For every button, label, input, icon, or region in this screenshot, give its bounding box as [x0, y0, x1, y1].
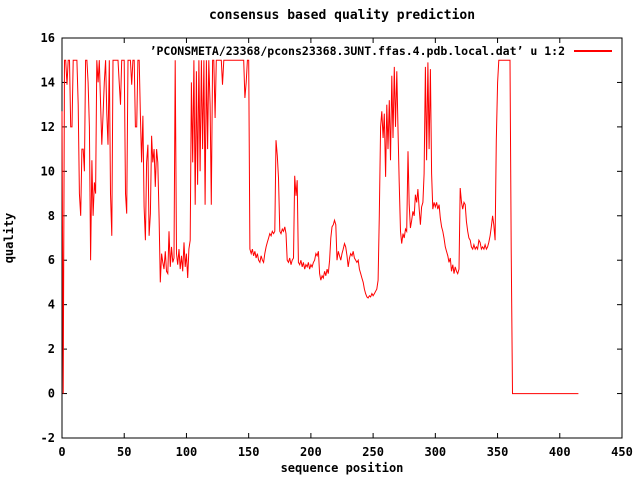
chart-title: consensus based quality prediction [208, 8, 476, 23]
y-tick-label: 14 [41, 75, 55, 89]
y-tick-label: 12 [41, 120, 55, 134]
legend-label: ’PCONSMETA/23368/pcons23368.3UNT.ffas.4.… [149, 44, 565, 58]
x-tick-label: 150 [238, 445, 260, 459]
plot-border [61, 37, 623, 439]
axis-tick-labels: 0 50 100 150 200 250 300 350 400 450-202468101214… [41, 31, 633, 459]
y-tick-label: 8 [48, 209, 55, 223]
x-tick-label: 400 [549, 445, 571, 459]
x-tick-label: 450 [611, 445, 633, 459]
y-tick-label: -2 [41, 431, 55, 445]
x-tick-label: 100 [176, 445, 198, 459]
x-tick-label: 250 [362, 445, 384, 459]
y-tick-label: 2 [48, 342, 55, 356]
x-tick-label: 50 [117, 445, 131, 459]
y-tick-label: 10 [41, 164, 55, 178]
x-tick-label: 300 [424, 445, 446, 459]
y-tick-label: 6 [48, 253, 55, 267]
x-tick-label: 0 [58, 445, 65, 459]
y-tick-label: 4 [48, 298, 55, 312]
x-axis-label: sequence position [280, 461, 404, 475]
y-axis-label: quality [2, 212, 16, 264]
x-tick-label: 200 [300, 445, 322, 459]
quality-series-line [61, 59, 579, 395]
legend-line-sample-icon [574, 50, 612, 52]
x-tick-label: 350 [487, 445, 509, 459]
y-tick-label: 0 [48, 387, 55, 401]
axis-ticks [61, 37, 623, 439]
legend: ’PCONSMETA/23368/pcons23368.3UNT.ffas.4.… [62, 44, 612, 58]
y-tick-label: 16 [41, 31, 55, 45]
